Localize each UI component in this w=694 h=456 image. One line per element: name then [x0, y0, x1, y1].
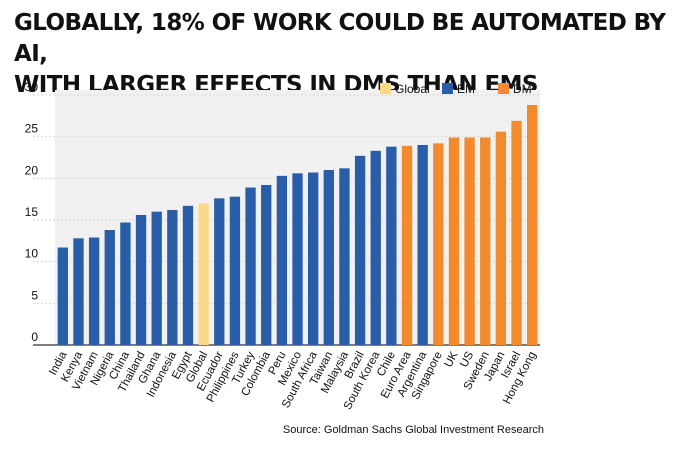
bar [480, 137, 491, 345]
bar [323, 170, 334, 345]
legend-label: EM [457, 82, 475, 96]
bar [167, 210, 178, 345]
bar [151, 211, 162, 345]
bar [307, 172, 319, 345]
bar [104, 230, 115, 345]
bar [73, 238, 84, 345]
legend-swatch [442, 83, 453, 94]
x-tick-label: UK [443, 349, 461, 369]
bar [229, 196, 241, 345]
y-tick-label: 15 [25, 205, 39, 219]
bar [433, 143, 444, 345]
bar [88, 237, 100, 345]
y-tick-label: 10 [25, 247, 39, 261]
bar [339, 168, 350, 345]
bar [370, 150, 381, 345]
y-tick-label: 20 [25, 163, 39, 177]
legend-swatch [498, 83, 509, 94]
bar [495, 131, 507, 345]
source-note: Source: Goldman Sachs Global Investment … [282, 424, 544, 436]
bar [276, 175, 288, 345]
y-axis-ticks: 0 5 10 15 20 25 30 [25, 80, 39, 344]
bar [182, 205, 194, 345]
legend: Global EM DM [380, 82, 532, 96]
y-tick-label: 30 [25, 80, 39, 94]
bar [417, 145, 428, 345]
bar [57, 247, 68, 345]
bars [57, 105, 538, 345]
bar [245, 187, 256, 345]
chart-title-line-1: GLOBALLY, 18% OF WORK COULD BE AUTOMATED… [14, 10, 666, 67]
legend-label: DM [513, 82, 532, 96]
bar [464, 137, 475, 345]
bar [527, 105, 538, 345]
bar [448, 137, 460, 345]
legend-swatch [380, 83, 391, 94]
x-axis-labels: IndiaKenyaVietnamNigeriaChinaThailandGha… [47, 349, 539, 412]
bar [386, 146, 397, 345]
bar [198, 203, 209, 345]
bar [401, 145, 413, 345]
bar [511, 120, 522, 345]
bar [120, 222, 131, 345]
legend-label: Global [395, 82, 430, 96]
bar [292, 173, 303, 345]
y-tick-label: 5 [31, 288, 38, 302]
y-tick-label: 25 [25, 122, 39, 136]
bar [214, 198, 225, 345]
bar [261, 185, 272, 345]
bar [135, 215, 147, 345]
bar [354, 155, 366, 345]
y-tick-label: 0 [31, 330, 38, 344]
